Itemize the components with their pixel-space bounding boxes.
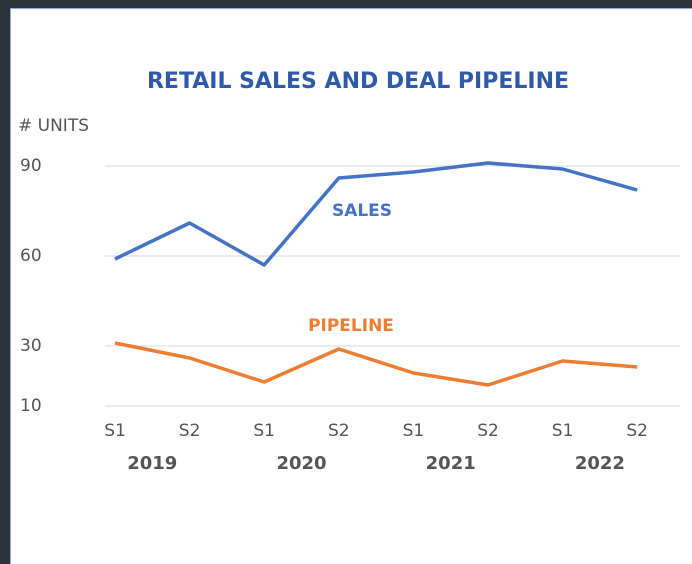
y-tick-label: 90: [20, 156, 42, 176]
series-line: [114, 161, 638, 267]
series-line: [114, 341, 638, 387]
x-tick-label: S2: [477, 421, 499, 441]
y-tick-label: 10: [20, 396, 42, 416]
chart-title: RETAIL SALES AND DEAL PIPELINE: [147, 69, 569, 94]
y-tick-label: 30: [20, 336, 42, 356]
x-tick-label: S1: [403, 421, 425, 441]
group-label: 2021: [426, 453, 476, 474]
group-label: 2019: [127, 453, 177, 474]
panel: [10, 8, 692, 564]
x-tick-label: S1: [552, 421, 574, 441]
x-tick-label: S2: [328, 421, 350, 441]
x-tick-label: S2: [626, 421, 648, 441]
x-tick-label: S1: [104, 421, 126, 441]
series-label: PIPELINE: [308, 316, 394, 336]
y-axis-label: # UNITS: [18, 116, 89, 136]
group-label: 2020: [276, 453, 326, 474]
y-tick-label: 60: [20, 246, 42, 266]
series-label: SALES: [332, 201, 392, 221]
x-tick-label: S2: [179, 421, 201, 441]
group-label: 2022: [575, 453, 625, 474]
x-tick-label: S1: [253, 421, 275, 441]
